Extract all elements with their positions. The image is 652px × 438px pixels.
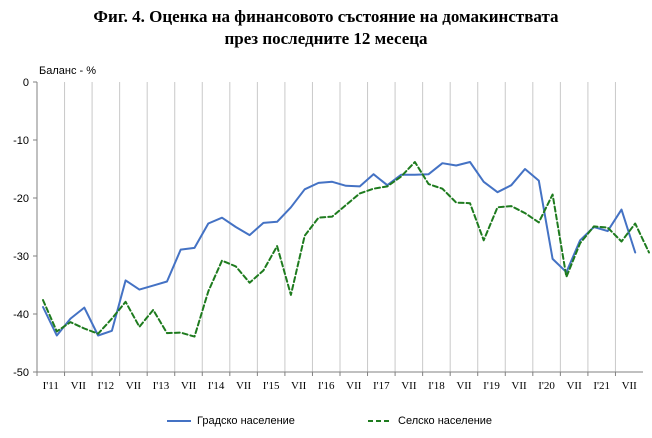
x-tick-label: VII [401, 380, 417, 392]
x-tick-label: I'18 [428, 380, 445, 392]
x-tick-label: I'13 [153, 380, 170, 392]
chart-title-line-2: през последните 12 месеца [224, 29, 428, 48]
x-tick-label: I'20 [538, 380, 555, 392]
x-tick-label: VII [622, 380, 638, 392]
x-tick-label: VII [126, 380, 142, 392]
y-tick-label: -50 [13, 367, 29, 379]
y-tick-label: -10 [13, 135, 29, 147]
x-tick-label: I'11 [43, 380, 59, 392]
x-tick-label: VII [456, 380, 472, 392]
x-tick-label: VII [566, 380, 582, 392]
legend-line-rural [368, 420, 392, 422]
x-tick-label: I'19 [483, 380, 500, 392]
legend-label-urban: Градско население [197, 415, 295, 427]
x-tick-label: I'15 [263, 380, 280, 392]
chart-title-line-1: Фиг. 4. Оценка на финансовото състояние … [93, 7, 559, 26]
legend-label-rural: Селско население [398, 415, 493, 427]
y-tick-label: -30 [13, 251, 29, 263]
chart-title: Фиг. 4. Оценка на финансовото състояние … [0, 6, 652, 50]
x-tick-label: VII [236, 380, 252, 392]
x-tick-label: I'21 [593, 380, 610, 392]
legend-line-urban [167, 420, 191, 422]
y-tick-label: -40 [13, 309, 29, 321]
x-tick-label: I'16 [318, 380, 335, 392]
series-line-rural [42, 161, 650, 338]
x-tick-label: I'17 [373, 380, 390, 392]
x-tick-label: I'12 [98, 380, 115, 392]
legend-item-rural: Селско население [368, 411, 492, 431]
x-tick-label: VII [291, 380, 307, 392]
x-tick-label: I'14 [208, 380, 225, 392]
x-tick-label: VII [511, 380, 527, 392]
y-tick-label: -20 [13, 193, 29, 205]
series-line-urban [42, 161, 637, 337]
y-tick-label: 0 [23, 77, 29, 89]
y-axis-label: Баланс - % [39, 65, 96, 77]
x-tick-label: VII [71, 380, 87, 392]
x-tick-label: VII [346, 380, 362, 392]
legend-item-urban: Градско население [167, 411, 295, 431]
x-tick-label: VII [181, 380, 197, 392]
